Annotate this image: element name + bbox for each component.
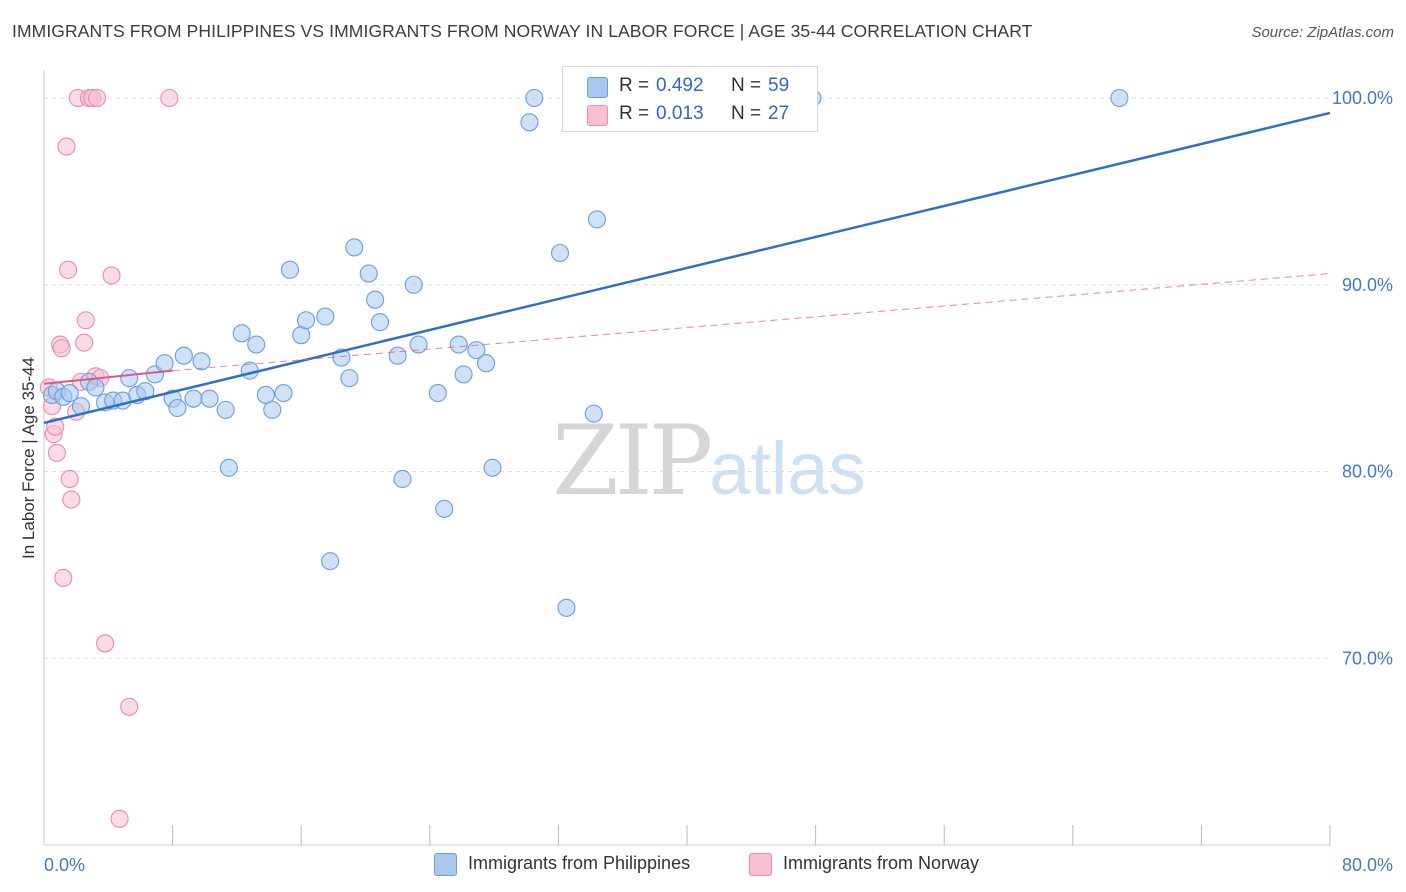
philippines-point (449, 335, 468, 354)
philippines-point (292, 326, 311, 345)
norway-points (39, 88, 179, 828)
philippines-point (120, 369, 139, 388)
tick-label-layer: 70.0% 80.0% 90.0% 100.0% 0.0% 80.0% (44, 88, 1393, 875)
philippines-trend-line (43, 111, 1331, 425)
norway-point (62, 490, 81, 509)
norway-legend-label: Immigrants from Norway (783, 853, 980, 873)
philippines-point (345, 238, 364, 257)
x-tick-label: 80.0% (1342, 855, 1393, 875)
philippines-point (525, 88, 544, 108)
philippines-point (428, 384, 447, 403)
norway-point (76, 311, 95, 330)
philippines-points (42, 88, 1129, 617)
norway-point (60, 469, 79, 489)
philippines-point (263, 400, 282, 419)
philippines-point (359, 264, 378, 283)
watermark: ZIPatlas (552, 405, 866, 517)
philippines-point (247, 335, 266, 354)
norway-point (160, 88, 179, 108)
y-tick-label: 90.0% (1342, 275, 1393, 295)
y-axis-label: In Labor Force | Age 35-44 (19, 357, 38, 559)
philippines-point (587, 210, 607, 229)
r-value: 0.492 (656, 75, 704, 96)
philippines-point (520, 113, 539, 132)
watermark-atlas: atlas (709, 427, 866, 510)
philippines-point (280, 260, 299, 279)
philippines-point (435, 499, 454, 518)
n-label: N = (731, 103, 762, 124)
philippines-point (454, 365, 473, 384)
philippines-point (370, 313, 390, 332)
n-label: N = (731, 75, 762, 96)
norway-point (54, 568, 73, 588)
philippines-point (60, 384, 79, 403)
philippines-legend-swatch (434, 853, 457, 876)
norway-legend-swatch (749, 853, 772, 876)
y-tick-label: 100.0% (1332, 88, 1393, 108)
philippines-point (393, 469, 412, 489)
norway-point (96, 634, 115, 653)
philippines-point (274, 384, 293, 403)
source-credit: Source: ZipAtlas.com (1251, 24, 1394, 41)
norway-point (75, 333, 94, 352)
philippines-point (550, 243, 570, 263)
n-value: 59 (768, 75, 790, 96)
n-value: 27 (768, 103, 790, 124)
philippines-point (216, 400, 235, 419)
grid-layer (44, 97, 1330, 659)
norway-point (47, 443, 66, 462)
philippines-point (366, 290, 385, 309)
philippines-point (404, 275, 423, 294)
philippines-point (256, 385, 275, 404)
x-tick-label: 0.0% (44, 855, 85, 875)
philippines-point (184, 389, 203, 408)
philippines-point (168, 398, 187, 418)
r-value: 0.013 (656, 103, 704, 124)
philippines-point (388, 346, 407, 365)
philippines-point (1110, 88, 1129, 108)
philippines-point (174, 346, 193, 365)
philippines-point (192, 352, 211, 371)
norway-point (87, 88, 107, 108)
philippines-point (155, 354, 174, 373)
philippines-point (483, 458, 502, 477)
r-label: R = (619, 103, 650, 124)
axis-layer (43, 70, 1331, 846)
philippines-point (86, 378, 105, 397)
norway-point (110, 809, 129, 828)
norway-trend-extension (172, 273, 1331, 372)
norway-point (120, 697, 139, 716)
chart-title: IMMIGRANTS FROM PHILIPPINES VS IMMIGRANT… (12, 21, 1033, 41)
norway-point (57, 137, 76, 156)
philippines-legend-label: Immigrants from Philippines (468, 853, 691, 873)
y-tick-label: 80.0% (1342, 462, 1393, 482)
philippines-point (296, 311, 316, 330)
philippines-point (200, 389, 219, 408)
philippines-point (409, 335, 428, 354)
norway-point (59, 260, 78, 279)
stats-legend: R = 0.492 N = 59 R = 0.013 N = 27 (562, 66, 818, 132)
norway-point (102, 266, 121, 285)
y-tick-label: 70.0% (1342, 648, 1393, 668)
philippines-point (232, 324, 251, 343)
norway-point (52, 339, 71, 358)
watermark-zip: ZIP (552, 405, 713, 517)
philippines-point (340, 369, 359, 388)
philippines-point (321, 552, 340, 571)
trend-layer (43, 111, 1331, 425)
norway-swatch (587, 105, 608, 126)
philippines-point (584, 404, 603, 423)
philippines-point (477, 354, 496, 373)
r-label: R = (619, 75, 650, 96)
norway-trend-line (43, 369, 173, 385)
philippines-point (557, 598, 576, 617)
philippines-point (316, 307, 335, 326)
philippines-point (219, 458, 238, 477)
philippines-swatch (587, 77, 608, 98)
